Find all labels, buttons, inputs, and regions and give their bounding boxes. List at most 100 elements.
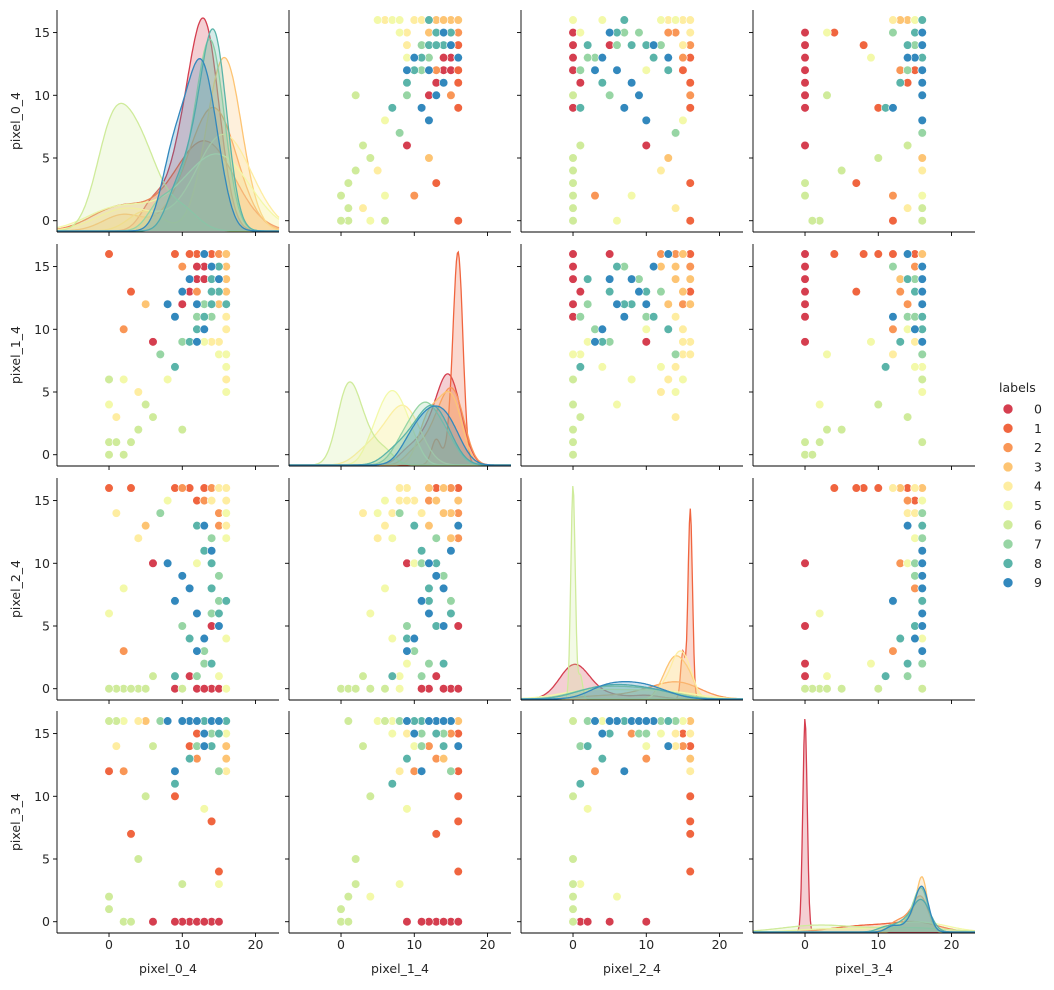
point-label-7 [214,766,224,776]
point-label-6 [568,437,578,447]
y-tick-label: 0 [42,447,50,462]
point-label-9 [619,312,629,322]
point-label-4 [670,312,681,322]
point-label-6 [336,191,346,201]
point-label-5 [866,337,876,347]
point-label-7 [917,128,927,138]
y-tick-label: 15 [34,25,50,40]
point-label-4 [656,387,666,397]
point-label-9 [424,65,434,75]
point-label-5 [221,362,231,372]
point-label-8 [575,779,585,789]
y-tick-label: 5 [42,619,50,634]
point-label-0 [800,287,810,297]
point-label-6 [568,917,578,927]
x-tick-label: 20 [712,937,728,952]
legend-label-4: 4 [1034,479,1042,494]
point-label-1 [104,766,114,776]
point-label-5 [221,349,231,359]
point-label-7 [402,90,412,100]
point-label-0 [568,261,578,272]
point-label-1 [685,78,695,88]
point-label-5 [221,387,231,397]
point-label-5 [678,374,688,385]
point-label-9 [214,274,224,284]
point-label-5 [221,684,231,694]
point-label-5 [395,879,405,889]
point-label-9 [917,646,927,656]
point-label-0 [568,53,578,63]
point-label-6 [343,716,353,726]
point-label-9 [590,716,600,726]
point-label-9 [888,103,898,113]
point-label-4 [221,483,231,493]
point-label-1 [678,65,688,75]
point-label-9 [424,716,434,726]
point-label-4 [133,716,143,726]
point-label-3 [438,508,449,518]
point-label-5 [395,684,405,694]
point-label-2 [119,324,129,334]
point-label-9 [597,728,607,739]
point-label-3 [670,261,681,272]
point-label-1 [685,178,695,188]
panel-pixel_1_4-vs-pixel_2_4 [517,244,743,470]
y-tick-label: 0 [42,213,50,228]
point-label-6 [380,684,390,694]
point-label-4 [888,349,898,359]
point-label-7 [155,508,165,518]
point-label-6 [917,203,927,213]
point-label-6 [822,425,832,435]
kde-fill-label-9 [289,406,511,465]
point-label-6 [351,879,361,889]
point-label-8 [214,608,224,619]
point-label-5 [380,583,390,593]
point-label-3 [917,153,927,163]
point-label-7 [902,65,913,75]
point-label-5 [192,558,202,568]
x-tick-label: 20 [480,937,496,952]
point-label-9 [917,546,927,556]
point-label-6 [575,140,585,151]
point-label-8 [663,65,673,75]
point-label-9 [192,716,202,726]
point-label-9 [649,40,659,50]
legend-label-6: 6 [1034,517,1042,532]
point-label-5 [822,671,832,681]
point-label-4 [111,508,121,518]
point-label-6 [141,684,151,694]
x-tick-label: 10 [870,937,886,952]
point-label-0 [800,337,810,347]
point-label-8 [597,754,607,764]
point-label-7 [670,349,681,359]
point-label-1 [859,249,869,259]
point-label-0 [605,917,615,927]
point-label-6 [343,178,353,188]
point-label-1 [859,40,869,50]
point-label-6 [902,140,913,151]
point-label-3 [221,741,231,751]
point-label-3 [663,153,673,163]
point-label-7 [656,287,666,297]
point-label-7 [446,766,456,776]
point-label-0 [417,917,427,927]
point-label-6 [873,399,883,410]
point-label-9 [402,716,412,726]
point-label-9 [177,287,187,297]
point-label-7 [612,40,622,50]
point-label-1 [685,866,695,877]
point-label-4 [902,203,913,213]
point-label-8 [170,671,180,681]
kde-line-label-4 [56,133,280,231]
point-label-4 [685,27,695,38]
point-label-9 [185,583,195,593]
point-label-3 [670,274,681,284]
legend-label-5: 5 [1034,498,1042,513]
point-label-1 [431,178,441,188]
point-label-0 [800,299,810,309]
point-label-9 [605,716,615,726]
point-label-4 [685,15,695,25]
point-label-5 [612,892,622,902]
point-label-6 [568,854,578,864]
point-label-0 [199,684,209,694]
